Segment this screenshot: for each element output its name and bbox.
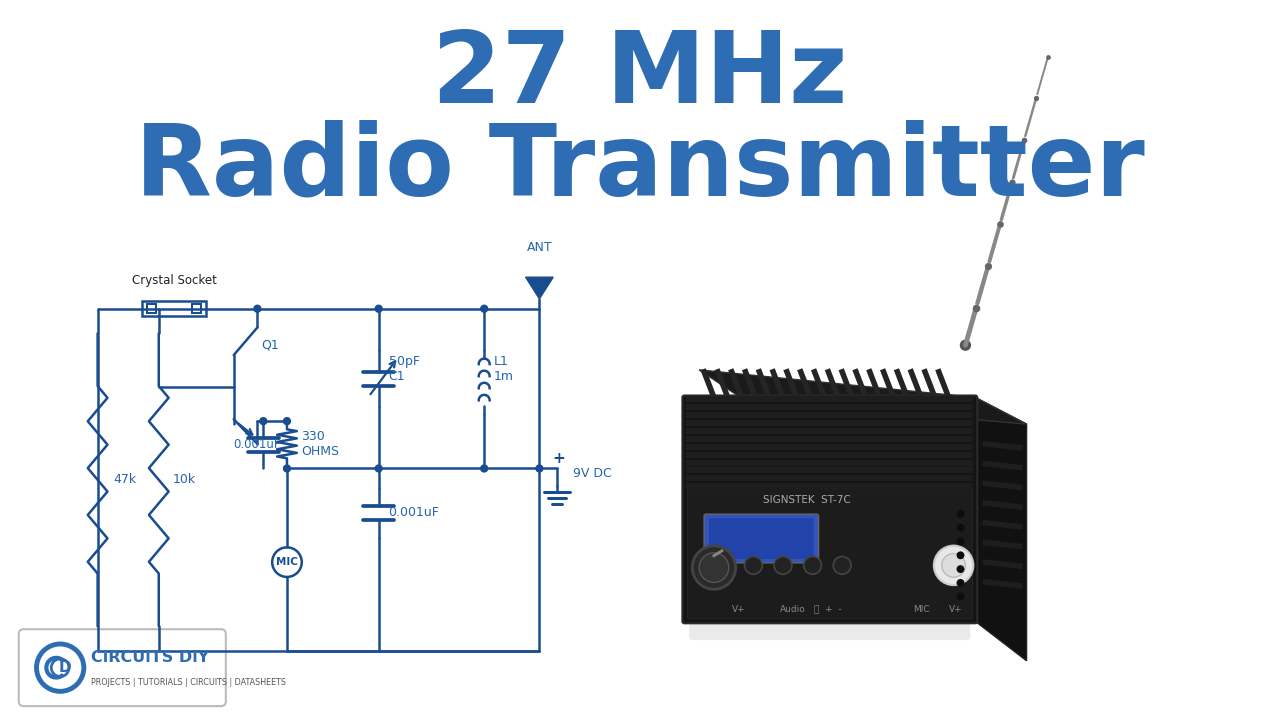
Text: 10k: 10k <box>173 473 196 486</box>
Circle shape <box>956 510 964 518</box>
Text: V+: V+ <box>732 605 745 614</box>
Text: ⏻  +  -: ⏻ + - <box>814 605 841 614</box>
Text: CiRCUiTS DiY: CiRCUiTS DiY <box>91 650 209 665</box>
Circle shape <box>283 465 291 472</box>
Circle shape <box>283 418 291 425</box>
FancyBboxPatch shape <box>687 485 973 618</box>
Text: Q1: Q1 <box>261 338 279 351</box>
Circle shape <box>956 538 964 546</box>
Text: SIGNSTEK  ST-7C: SIGNSTEK ST-7C <box>763 495 850 505</box>
Circle shape <box>260 418 266 425</box>
Polygon shape <box>699 370 1027 424</box>
Circle shape <box>774 557 792 575</box>
Circle shape <box>934 546 973 585</box>
FancyBboxPatch shape <box>682 395 977 624</box>
Bar <box>147 305 156 313</box>
FancyBboxPatch shape <box>690 622 970 640</box>
Bar <box>142 302 206 316</box>
Polygon shape <box>526 277 553 299</box>
Circle shape <box>956 552 964 559</box>
Text: MIC: MIC <box>913 605 929 614</box>
Circle shape <box>699 553 728 582</box>
Text: 0.001uF: 0.001uF <box>389 506 439 519</box>
Circle shape <box>960 341 970 350</box>
Text: Audio: Audio <box>780 605 805 614</box>
Circle shape <box>536 465 543 472</box>
Circle shape <box>956 565 964 573</box>
Text: 9V DC: 9V DC <box>573 467 612 480</box>
Text: 330
OHMS: 330 OHMS <box>301 430 339 458</box>
Text: ANT: ANT <box>526 241 552 254</box>
Circle shape <box>692 546 736 589</box>
Circle shape <box>956 593 964 600</box>
Text: MIC: MIC <box>276 557 298 567</box>
Circle shape <box>375 305 383 312</box>
Text: Radio Transmitter: Radio Transmitter <box>136 120 1144 216</box>
Circle shape <box>481 465 488 472</box>
Text: V+: V+ <box>948 605 963 614</box>
FancyBboxPatch shape <box>19 629 225 706</box>
Text: 0.001uF: 0.001uF <box>234 438 282 451</box>
Text: PROJECTS | TUTORIALS | CIRCUITS | DATASHEETS: PROJECTS | TUTORIALS | CIRCUITS | DATASH… <box>91 678 285 687</box>
FancyBboxPatch shape <box>709 518 814 559</box>
Polygon shape <box>975 397 1027 661</box>
Text: 47k: 47k <box>114 473 137 486</box>
Bar <box>192 305 201 313</box>
Text: L1
1m: L1 1m <box>494 355 515 383</box>
Circle shape <box>804 557 822 575</box>
Circle shape <box>942 554 965 577</box>
Circle shape <box>253 305 261 312</box>
Text: Crystal Socket: Crystal Socket <box>132 274 216 287</box>
Circle shape <box>375 465 383 472</box>
Circle shape <box>481 305 488 312</box>
Circle shape <box>745 557 763 575</box>
Text: 27 MHz: 27 MHz <box>433 27 847 125</box>
Circle shape <box>956 523 964 531</box>
Text: D: D <box>59 660 72 675</box>
Text: 50pF
C1: 50pF C1 <box>389 355 420 383</box>
Text: +: + <box>553 451 566 466</box>
Circle shape <box>833 557 851 575</box>
FancyBboxPatch shape <box>704 514 819 563</box>
Circle shape <box>956 579 964 587</box>
